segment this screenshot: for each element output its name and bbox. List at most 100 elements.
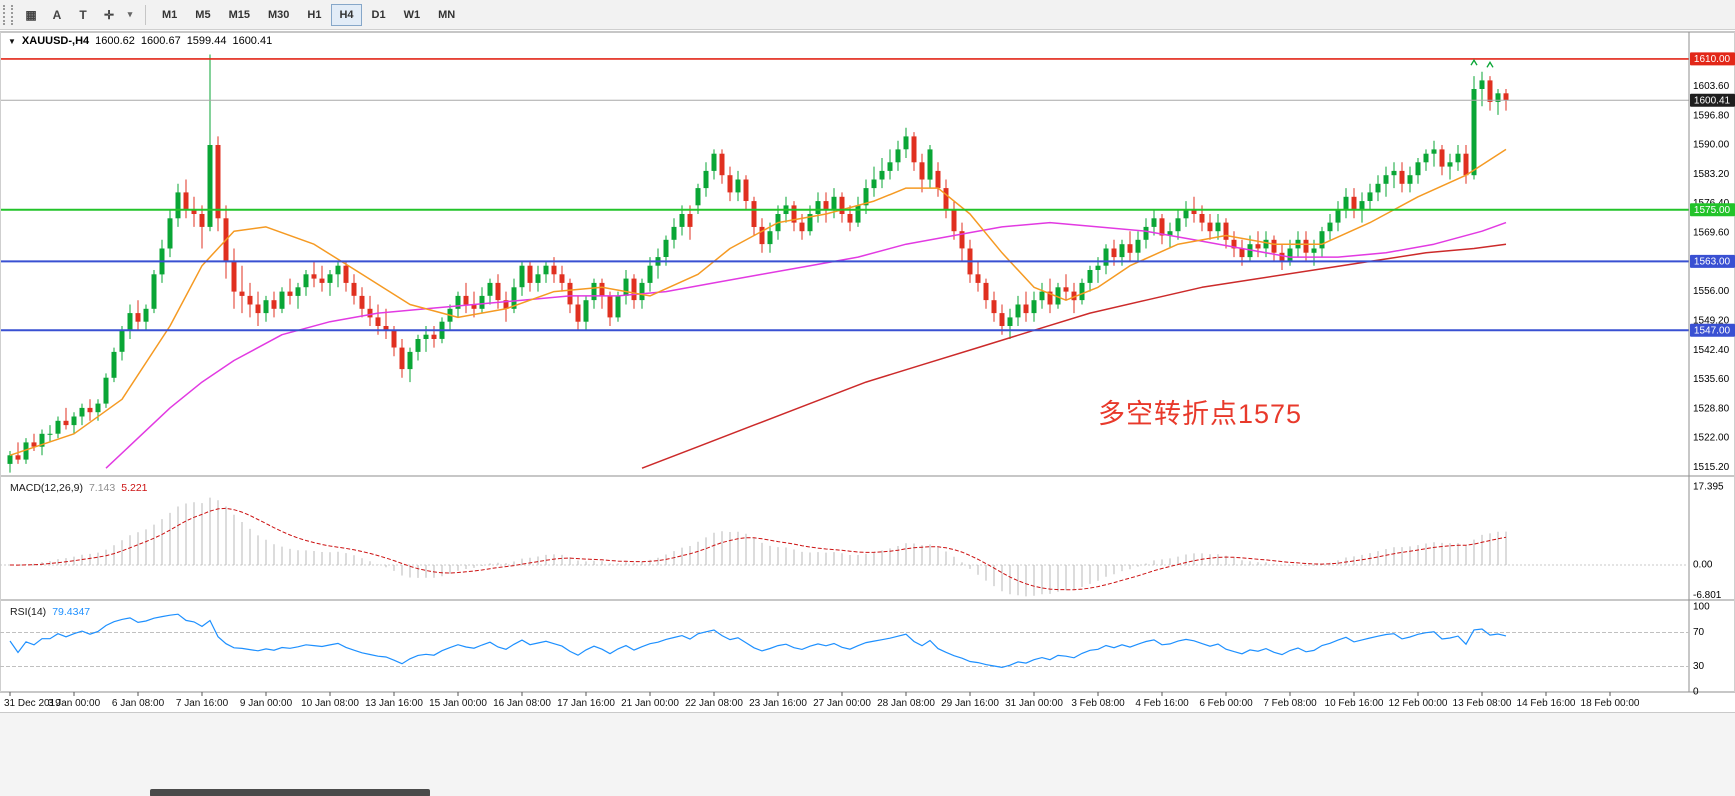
svg-text:12 Feb 00:00: 12 Feb 00:00 xyxy=(1389,698,1448,709)
moving-averages xyxy=(9,148,1507,469)
macd-axis: 17.395 0.00 -6.801 xyxy=(1693,482,1724,602)
timeframe-button-m1[interactable]: M1 xyxy=(162,8,178,21)
svg-text:3 Jan 00:00: 3 Jan 00:00 xyxy=(48,698,101,709)
macd-main-value: 7.143 xyxy=(88,482,116,494)
svg-text:100: 100 xyxy=(1693,602,1710,613)
toolbar-separator xyxy=(145,4,146,25)
toolbar-grip[interactable] xyxy=(3,4,13,25)
top-toolbar: ▦ A T ✛ ▾ M1 M5 M15 M30 H1 H4 D1 W1 MN xyxy=(0,0,1735,30)
quote-low: 1599.44 xyxy=(186,35,227,47)
rsi-name: RSI(14) xyxy=(10,606,47,618)
svg-text:1610.00: 1610.00 xyxy=(1694,54,1731,65)
price-badge-1547.00: 1547.00 xyxy=(1690,323,1735,337)
svg-text:28 Jan 08:00: 28 Jan 08:00 xyxy=(877,698,935,709)
timeframe-button-h4[interactable]: H4 xyxy=(331,3,362,26)
svg-text:17.395: 17.395 xyxy=(1693,482,1724,493)
svg-text:10 Feb 16:00: 10 Feb 16:00 xyxy=(1325,698,1384,709)
annotate-t-icon[interactable]: T xyxy=(79,7,87,22)
candles xyxy=(7,54,1509,473)
svg-text:27 Jan 00:00: 27 Jan 00:00 xyxy=(813,698,871,709)
svg-text:1575.00: 1575.00 xyxy=(1694,205,1731,216)
svg-text:13 Feb 08:00: 13 Feb 08:00 xyxy=(1453,698,1512,709)
macd-indicator-label: MACD(12,26,9) 7.143 5.221 xyxy=(10,482,148,494)
price-badge-1610.00: 1610.00 xyxy=(1690,52,1735,66)
svg-text:29 Jan 16:00: 29 Jan 16:00 xyxy=(941,698,999,709)
svg-text:7 Jan 16:00: 7 Jan 16:00 xyxy=(176,698,229,709)
price-badge-1563.00: 1563.00 xyxy=(1690,254,1735,268)
macd-plot xyxy=(0,497,1689,597)
signal-arrow-icon xyxy=(1470,58,1478,66)
timeframe-button-mn[interactable]: MN xyxy=(438,8,456,21)
svg-text:1542.40: 1542.40 xyxy=(1693,345,1730,356)
svg-text:1515.20: 1515.20 xyxy=(1693,462,1730,473)
svg-text:4 Feb 16:00: 4 Feb 16:00 xyxy=(1135,698,1189,709)
rsi-value: 79.4347 xyxy=(52,606,91,618)
price-badge-1575.00: 1575.00 xyxy=(1690,203,1735,217)
svg-text:31 Dec 2019: 31 Dec 2019 xyxy=(4,698,61,709)
svg-text:21 Jan 00:00: 21 Jan 00:00 xyxy=(621,698,679,709)
svg-text:1583.20: 1583.20 xyxy=(1693,169,1730,180)
rsi-indicator-label: RSI(14) 79.4347 xyxy=(10,606,90,618)
svg-text:7 Feb 08:00: 7 Feb 08:00 xyxy=(1263,698,1317,709)
svg-text:17 Jan 16:00: 17 Jan 16:00 xyxy=(557,698,615,709)
svg-text:31 Jan 00:00: 31 Jan 00:00 xyxy=(1005,698,1063,709)
svg-text:16 Jan 08:00: 16 Jan 08:00 xyxy=(493,698,551,709)
macd-signal-value: 5.221 xyxy=(121,482,148,494)
svg-text:14 Feb 16:00: 14 Feb 16:00 xyxy=(1517,698,1576,709)
symbol-dropdown-icon[interactable]: ▼ xyxy=(8,36,16,46)
svg-text:3 Feb 08:00: 3 Feb 08:00 xyxy=(1071,698,1125,709)
rsi-axis: 100 70 30 0 xyxy=(1693,602,1710,698)
svg-text:1547.00: 1547.00 xyxy=(1694,325,1731,336)
svg-text:6 Feb 00:00: 6 Feb 00:00 xyxy=(1199,698,1253,709)
svg-text:1590.00: 1590.00 xyxy=(1693,140,1730,151)
symbol-label: XAUUSD-,H4 xyxy=(21,35,90,47)
svg-text:0: 0 xyxy=(1693,687,1699,698)
timeframe-button-w1[interactable]: W1 xyxy=(403,8,421,21)
chart-canvas[interactable]: 1603.601596.801590.001583.201576.401569.… xyxy=(0,30,1735,712)
cursor-tool-icon[interactable]: ✛ xyxy=(103,7,115,22)
svg-text:1596.80: 1596.80 xyxy=(1693,110,1730,121)
svg-text:23 Jan 16:00: 23 Jan 16:00 xyxy=(749,698,807,709)
timeframes-group: M1 M5 M15 M30 H1 H4 D1 W1 MN xyxy=(154,3,463,26)
timeframe-button-m15[interactable]: M15 xyxy=(228,8,250,21)
status-area xyxy=(0,712,1735,796)
svg-text:1522.00: 1522.00 xyxy=(1693,433,1730,444)
timeframe-button-h1[interactable]: H1 xyxy=(307,8,322,21)
svg-text:-6.801: -6.801 xyxy=(1693,590,1722,601)
svg-text:1563.00: 1563.00 xyxy=(1694,257,1731,268)
svg-text:1569.60: 1569.60 xyxy=(1693,228,1730,239)
rsi-plot xyxy=(0,613,1689,669)
chart-window: 1603.601596.801590.001583.201576.401569.… xyxy=(0,30,1735,712)
timeframe-button-m30[interactable]: M30 xyxy=(267,8,290,21)
svg-text:1600.41: 1600.41 xyxy=(1694,95,1731,106)
svg-text:13 Jan 16:00: 13 Jan 16:00 xyxy=(365,698,423,709)
svg-text:22 Jan 08:00: 22 Jan 08:00 xyxy=(685,698,743,709)
macd-name: MACD(12,26,9) xyxy=(10,482,83,494)
taskbar-fragment xyxy=(150,789,430,796)
svg-text:10 Jan 08:00: 10 Jan 08:00 xyxy=(301,698,359,709)
chart-annotation: 多空转折点1575 xyxy=(1098,399,1303,429)
svg-text:9 Jan 00:00: 9 Jan 00:00 xyxy=(240,698,293,709)
svg-text:18 Feb 00:00: 18 Feb 00:00 xyxy=(1581,698,1640,709)
svg-text:1535.60: 1535.60 xyxy=(1693,374,1730,385)
timeframe-button-d1[interactable]: D1 xyxy=(371,8,386,21)
svg-text:70: 70 xyxy=(1693,627,1705,638)
svg-text:0.00: 0.00 xyxy=(1693,560,1713,571)
tool-dropdown-icon[interactable]: ▾ xyxy=(127,9,133,19)
signal-arrow-icon xyxy=(1486,60,1494,68)
timeframe-button-m5[interactable]: M5 xyxy=(195,8,211,21)
quote-close: 1600.41 xyxy=(232,35,273,47)
svg-text:1556.00: 1556.00 xyxy=(1693,286,1730,297)
quote-header: ▼ XAUUSD-,H4 1600.62 1600.67 1599.44 160… xyxy=(8,35,272,47)
svg-text:1549.20: 1549.20 xyxy=(1693,316,1730,327)
quote-high: 1600.67 xyxy=(140,35,181,47)
svg-text:1603.60: 1603.60 xyxy=(1693,81,1730,92)
chart-grid-icon[interactable]: ▦ xyxy=(25,7,37,22)
svg-text:15 Jan 00:00: 15 Jan 00:00 xyxy=(429,698,487,709)
annotate-a-icon[interactable]: A xyxy=(52,7,62,22)
svg-text:30: 30 xyxy=(1693,661,1705,672)
quote-open: 1600.62 xyxy=(95,35,135,47)
svg-text:1528.80: 1528.80 xyxy=(1693,403,1730,414)
price-badge-1600.41: 1600.41 xyxy=(1690,93,1735,107)
